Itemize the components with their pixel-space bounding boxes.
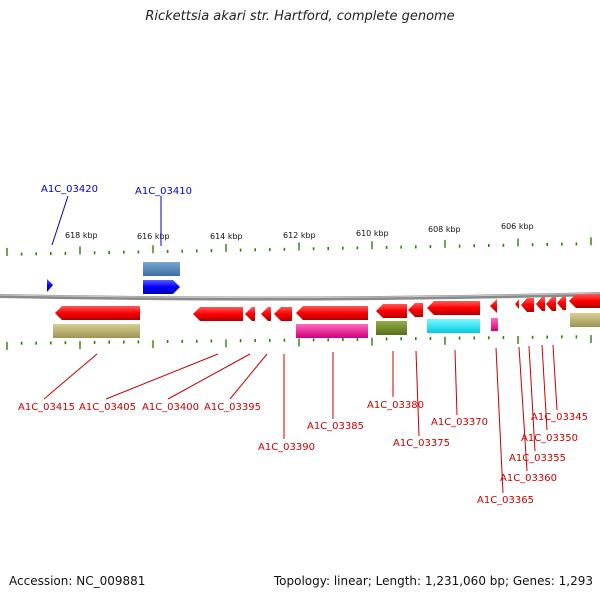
scale-label: 608 kbp — [428, 225, 461, 234]
gene-arrow[interactable] — [515, 299, 519, 309]
gene-label[interactable]: A1C_03355 — [509, 453, 566, 464]
forward-genes — [47, 262, 180, 294]
feature-block[interactable] — [491, 318, 498, 331]
scale-label: 610 kbp — [356, 229, 389, 238]
gene-label[interactable]: A1C_03390 — [258, 442, 315, 453]
feature-block[interactable] — [570, 313, 600, 327]
genome-backbone — [0, 292, 600, 301]
gene-arrow[interactable] — [557, 296, 566, 310]
accession-text: Accession: NC_009881 — [9, 574, 146, 588]
forward-gene-labels — [51, 195, 162, 246]
feature-block[interactable] — [296, 324, 368, 338]
topology-text: Topology: linear; Length: 1,231,060 bp; … — [273, 574, 593, 588]
gene-arrow[interactable] — [536, 297, 545, 311]
gene-label[interactable]: A1C_03420 — [41, 184, 98, 195]
feature-block[interactable] — [376, 321, 407, 335]
gene-arrow[interactable] — [274, 307, 292, 321]
gene-label[interactable]: A1C_03400 — [142, 402, 199, 413]
gene-label[interactable]: A1C_03365 — [477, 495, 534, 506]
gene-arrow[interactable] — [569, 294, 600, 308]
reverse-gene-leaders — [43, 344, 558, 494]
gene-label[interactable]: A1C_03350 — [521, 433, 578, 444]
gene-arrow[interactable] — [261, 307, 271, 321]
gene-arrow[interactable] — [245, 307, 255, 321]
gene-label[interactable]: A1C_03370 — [431, 417, 488, 428]
gene-label[interactable]: A1C_03405 — [79, 402, 136, 413]
scale-label: 606 kbp — [501, 222, 534, 231]
map-title: Rickettsia akari str. Hartford, complete… — [145, 9, 455, 24]
gene-arrow[interactable] — [47, 279, 53, 292]
gene-arrow[interactable] — [193, 307, 243, 321]
bottom-tick-row — [6, 335, 592, 350]
reverse-gene-labels: A1C_03415 A1C_03405 A1C_03400 A1C_03395 … — [18, 400, 588, 506]
gene-arrow[interactable] — [427, 301, 480, 315]
scale-label: 612 kbp — [283, 231, 316, 240]
gene-label[interactable]: A1C_03385 — [307, 421, 364, 432]
scale-label: 618 kbp — [65, 231, 98, 240]
feature-block[interactable] — [143, 262, 180, 276]
gene-arrow[interactable] — [143, 280, 180, 294]
gene-arrow[interactable] — [521, 298, 534, 312]
gene-arrow[interactable] — [376, 304, 407, 318]
scale-label: 616 kbp — [137, 232, 170, 241]
reverse-genes — [53, 294, 600, 338]
gene-arrow[interactable] — [55, 306, 140, 320]
top-tick-row — [6, 237, 592, 256]
feature-block[interactable] — [53, 324, 140, 338]
scale-labels: 618 kbp 616 kbp 614 kbp 612 kbp 610 kbp … — [65, 222, 534, 241]
gene-label[interactable]: A1C_03410 — [135, 186, 192, 197]
gene-label[interactable]: A1C_03395 — [204, 402, 261, 413]
gene-arrow[interactable] — [296, 306, 368, 320]
gene-label[interactable]: A1C_03345 — [531, 412, 588, 423]
scale-label: 614 kbp — [210, 232, 243, 241]
gene-label[interactable]: A1C_03360 — [500, 473, 557, 484]
gene-label[interactable]: A1C_03380 — [367, 400, 424, 411]
gene-arrow[interactable] — [546, 297, 556, 311]
gene-label[interactable]: A1C_03375 — [393, 438, 450, 449]
feature-block[interactable] — [427, 319, 480, 333]
gene-arrow[interactable] — [490, 299, 497, 313]
gene-arrow[interactable] — [408, 303, 423, 317]
gene-label[interactable]: A1C_03415 — [18, 402, 75, 413]
